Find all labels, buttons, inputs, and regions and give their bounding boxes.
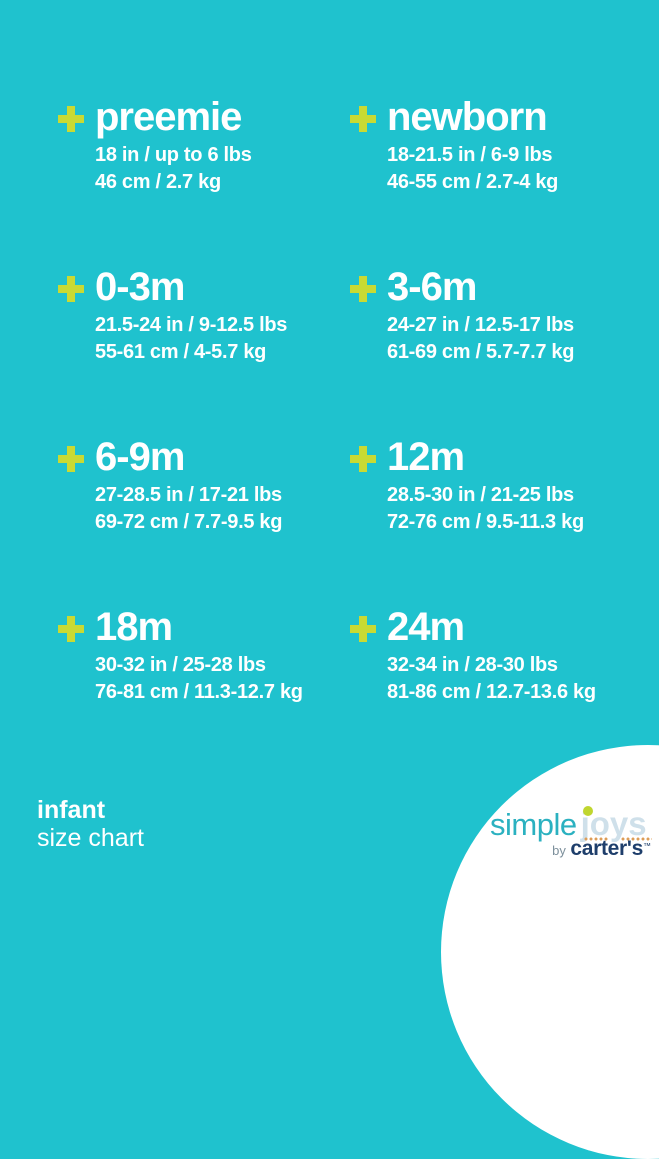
size-metric: 61-69 cm / 5.7-7.7 kg	[387, 341, 575, 363]
size-entry-newborn: newborn 18-21.5 in / 6-9 lbs 46-55 cm / …	[350, 96, 642, 266]
size-imperial: 21.5-24 in / 9-12.5 lbs	[95, 314, 288, 336]
size-entry-content: 6-9m 27-28.5 in / 17-21 lbs 69-72 cm / 7…	[95, 436, 282, 606]
size-name: 24m	[387, 605, 465, 649]
plus-icon	[350, 446, 376, 472]
size-entry-content: preemie 18 in / up to 6 lbs 46 cm / 2.7 …	[95, 96, 252, 266]
chart-label: size chart	[37, 824, 144, 852]
trademark-mark: ™	[643, 841, 651, 851]
size-entry-12m: 12m 28.5-30 in / 21-25 lbs 72-76 cm / 9.…	[350, 436, 642, 606]
size-metric: 55-61 cm / 4-5.7 kg	[95, 341, 267, 363]
size-entry-content: 18m 30-32 in / 25-28 lbs 76-81 cm / 11.3…	[95, 606, 303, 776]
size-metric: 69-72 cm / 7.7-9.5 kg	[95, 511, 283, 533]
chart-footer: infant size chart	[37, 796, 144, 852]
size-entry-0-3m: 0-3m 21.5-24 in / 9-12.5 lbs 55-61 cm / …	[58, 266, 350, 436]
size-imperial: 28.5-30 in / 21-25 lbs	[387, 484, 574, 506]
chart-category: infant	[37, 796, 106, 824]
size-imperial: 27-28.5 in / 17-21 lbs	[95, 484, 282, 506]
byline-carters: carter's	[570, 837, 643, 860]
size-name: 12m	[387, 435, 465, 479]
size-entry-preemie: preemie 18 in / up to 6 lbs 46 cm / 2.7 …	[58, 96, 350, 266]
size-name: preemie	[95, 95, 242, 139]
size-metric: 72-76 cm / 9.5-11.3 kg	[387, 511, 584, 533]
size-metric: 46 cm / 2.7 kg	[95, 171, 221, 193]
size-metric: 81-86 cm / 12.7-13.6 kg	[387, 681, 596, 703]
plus-icon	[58, 446, 84, 472]
plus-icon	[350, 106, 376, 132]
brand-byline: by carter's™	[490, 837, 651, 861]
plus-icon	[58, 106, 84, 132]
logo-word-joys-wrap: joys	[581, 805, 652, 843]
size-imperial: 24-27 in / 12.5-17 lbs	[387, 314, 574, 336]
brand-logo: simple joys	[490, 805, 652, 843]
dotted-underline-left	[583, 837, 608, 841]
logo-word-simple: simple	[490, 807, 577, 842]
size-name: 18m	[95, 605, 173, 649]
byline-by: by	[552, 843, 566, 858]
size-metric: 46-55 cm / 2.7-4 kg	[387, 171, 559, 193]
size-entry-18m: 18m 30-32 in / 25-28 lbs 76-81 cm / 11.3…	[58, 606, 350, 776]
size-entry-content: 12m 28.5-30 in / 21-25 lbs 72-76 cm / 9.…	[387, 436, 584, 606]
dotted-underline-right	[620, 837, 652, 841]
size-imperial: 18 in / up to 6 lbs	[95, 144, 252, 166]
size-name: 0-3m	[95, 265, 185, 309]
size-name: 6-9m	[95, 435, 185, 479]
plus-icon	[350, 616, 376, 642]
size-name: newborn	[387, 95, 548, 139]
size-entry-content: 3-6m 24-27 in / 12.5-17 lbs 61-69 cm / 5…	[387, 266, 574, 436]
plus-icon	[58, 276, 84, 302]
size-entry-content: newborn 18-21.5 in / 6-9 lbs 46-55 cm / …	[387, 96, 558, 266]
size-entry-24m: 24m 32-34 in / 28-30 lbs 81-86 cm / 12.7…	[350, 606, 642, 776]
size-entry-3-6m: 3-6m 24-27 in / 12.5-17 lbs 61-69 cm / 5…	[350, 266, 642, 436]
size-entry-content: 0-3m 21.5-24 in / 9-12.5 lbs 55-61 cm / …	[95, 266, 287, 436]
infant-size-chart: preemie 18 in / up to 6 lbs 46 cm / 2.7 …	[37, 96, 659, 1159]
plus-icon	[58, 616, 84, 642]
size-imperial: 18-21.5 in / 6-9 lbs	[387, 144, 553, 166]
size-entries-grid: preemie 18 in / up to 6 lbs 46 cm / 2.7 …	[58, 96, 642, 776]
size-metric: 76-81 cm / 11.3-12.7 kg	[95, 681, 303, 703]
size-imperial: 30-32 in / 25-28 lbs	[95, 654, 266, 676]
j-dot-icon	[582, 806, 593, 816]
brand-logo-circle: simple joys by carter's™	[441, 745, 659, 1159]
size-entry-content: 24m 32-34 in / 28-30 lbs 81-86 cm / 12.7…	[387, 606, 596, 776]
size-entry-6-9m: 6-9m 27-28.5 in / 17-21 lbs 69-72 cm / 7…	[58, 436, 350, 606]
size-imperial: 32-34 in / 28-30 lbs	[387, 654, 558, 676]
plus-icon	[350, 276, 376, 302]
size-name: 3-6m	[387, 265, 477, 309]
